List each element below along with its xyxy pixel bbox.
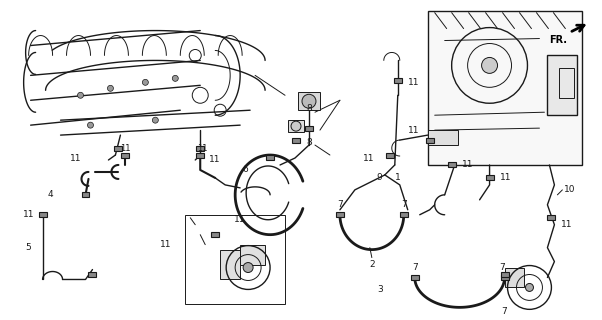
Text: 11: 11 (364, 154, 375, 163)
Bar (122, 153, 129, 157)
Bar (196, 153, 204, 157)
Bar (196, 146, 204, 150)
Text: 7: 7 (337, 200, 343, 209)
Bar (114, 146, 122, 150)
Bar (504, 268, 524, 287)
Bar (427, 130, 458, 145)
Bar (500, 272, 509, 277)
Text: 11: 11 (70, 154, 81, 163)
Bar (427, 11, 582, 165)
Bar (426, 138, 433, 143)
Text: 7: 7 (501, 307, 507, 316)
Circle shape (152, 117, 158, 123)
Text: 9: 9 (376, 173, 382, 182)
Text: 11: 11 (160, 240, 171, 249)
Text: 8: 8 (306, 104, 312, 113)
Bar (500, 275, 509, 280)
Bar (394, 78, 402, 83)
Bar (292, 138, 300, 143)
Circle shape (243, 262, 253, 273)
Text: 3: 3 (377, 285, 383, 294)
Bar (336, 212, 344, 217)
Circle shape (482, 58, 497, 73)
Circle shape (172, 76, 178, 81)
Circle shape (107, 85, 113, 91)
Bar (39, 212, 46, 217)
Text: 10: 10 (565, 185, 576, 194)
Bar (559, 68, 574, 98)
Bar (411, 275, 419, 280)
Bar (211, 232, 219, 237)
Circle shape (526, 284, 533, 292)
Bar (81, 192, 90, 197)
Text: 5: 5 (26, 243, 31, 252)
Bar (240, 244, 265, 265)
Bar (547, 55, 577, 115)
Bar (88, 272, 96, 277)
Text: 11: 11 (408, 78, 419, 87)
Text: 11: 11 (120, 144, 131, 153)
Text: 7: 7 (401, 200, 406, 209)
Circle shape (302, 94, 316, 108)
Text: 11: 11 (197, 144, 208, 153)
Bar (386, 153, 394, 157)
Text: 7: 7 (412, 263, 418, 272)
Bar (547, 215, 556, 220)
Circle shape (142, 79, 148, 85)
Text: 11: 11 (209, 156, 221, 164)
Bar (220, 250, 240, 279)
Text: 11: 11 (23, 210, 34, 219)
Bar (400, 212, 408, 217)
Circle shape (78, 92, 84, 98)
Bar (448, 163, 456, 167)
Bar (298, 92, 320, 110)
Text: 4: 4 (48, 190, 54, 199)
Bar (486, 175, 494, 180)
Text: 1: 1 (395, 173, 400, 182)
Text: 2: 2 (369, 260, 374, 269)
Bar (185, 215, 285, 304)
Bar (305, 126, 313, 131)
Text: 11: 11 (500, 173, 511, 182)
Text: 7: 7 (500, 263, 506, 272)
Text: 6: 6 (242, 165, 248, 174)
Text: 11: 11 (562, 220, 573, 229)
Text: 11: 11 (234, 215, 246, 224)
Text: 11: 11 (462, 160, 473, 170)
Bar (288, 120, 304, 132)
Circle shape (291, 121, 301, 131)
Text: 8: 8 (306, 138, 312, 147)
Text: 11: 11 (408, 126, 420, 135)
Bar (266, 155, 274, 159)
Text: FR.: FR. (550, 35, 567, 44)
Circle shape (87, 122, 93, 128)
